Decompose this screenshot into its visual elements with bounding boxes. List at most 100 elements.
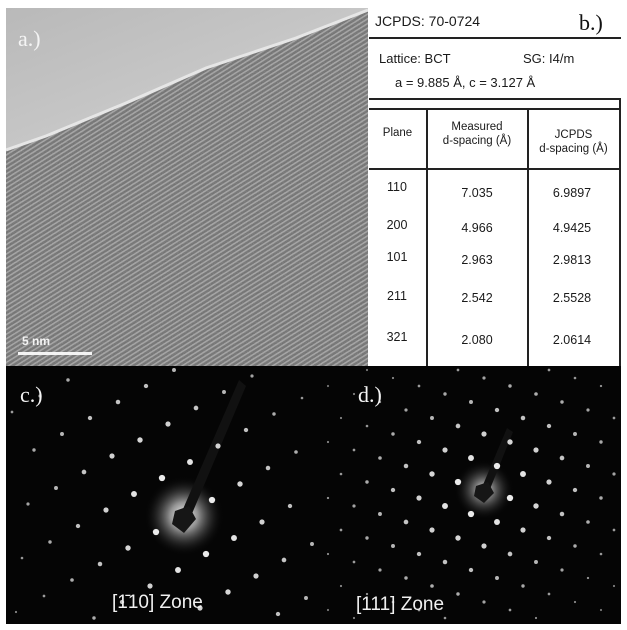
diffraction-spot xyxy=(454,478,462,486)
diffraction-spot xyxy=(92,616,96,620)
diffraction-spot xyxy=(352,392,356,396)
diffraction-spot xyxy=(586,576,590,580)
diffraction-spots xyxy=(326,368,616,620)
diffraction-spot xyxy=(612,528,616,532)
diffraction-spot xyxy=(326,552,330,556)
diffraction-spot xyxy=(38,394,42,398)
diffraction-spot xyxy=(468,455,474,461)
diffraction-spot xyxy=(456,368,460,372)
table-cell: 4.966 xyxy=(461,221,493,235)
header-line: Measured xyxy=(451,121,503,133)
table-cell: 211 xyxy=(387,289,407,303)
hrtem-image-panel: a.) 5 nm xyxy=(6,8,368,366)
diffraction-spot xyxy=(352,616,356,620)
beam-stopper-tip xyxy=(474,482,494,503)
diffraction-spot xyxy=(417,608,421,612)
table-cell: 6.9897 xyxy=(552,186,592,200)
diffraction-spot xyxy=(294,450,298,454)
diffraction-pattern-c: c.) [1̄10] Zone xyxy=(6,366,316,624)
diffraction-spot xyxy=(143,383,149,389)
scale-bar-label: 5 nm xyxy=(22,334,51,348)
diffraction-spot xyxy=(208,496,216,504)
diffraction-spot xyxy=(520,415,526,421)
diffraction-spot xyxy=(152,528,160,536)
diffraction-spot xyxy=(250,374,254,378)
diffraction-spot xyxy=(32,448,36,452)
diffraction-spot xyxy=(75,523,81,529)
table-header-jcpds: JCPDS d-spacing (Å) xyxy=(528,128,619,156)
panel-b-label: b.) xyxy=(579,10,603,35)
diffraction-spot xyxy=(599,440,603,444)
panel-c-label: c.) xyxy=(20,382,43,407)
diffraction-spot xyxy=(573,544,577,548)
diffraction-spot xyxy=(147,583,153,589)
diffraction-spot xyxy=(533,447,539,453)
diffraction-spot xyxy=(243,427,249,433)
diffraction-spot xyxy=(612,472,616,476)
table-cell: 101 xyxy=(386,250,408,264)
table-cell: 2.0614 xyxy=(552,333,592,347)
diffraction-spot xyxy=(304,596,308,600)
table-cell: 7.035 xyxy=(461,186,493,200)
diffraction-spot xyxy=(586,520,590,524)
diffraction-spot xyxy=(222,390,226,394)
table-cell: 321 xyxy=(386,330,408,344)
diffraction-spot xyxy=(300,396,304,400)
diffraction-spot xyxy=(455,535,461,541)
diffraction-spot xyxy=(310,542,314,546)
diffraction-spot xyxy=(378,512,382,516)
diffraction-spot xyxy=(115,399,121,405)
diffraction-spot xyxy=(546,423,552,429)
table-cell: 2.542 xyxy=(461,291,493,305)
diffraction-spot xyxy=(494,407,500,413)
header-line: Plane xyxy=(382,127,413,139)
diffraction-spot xyxy=(339,528,343,532)
diffraction-spot xyxy=(20,556,24,560)
diffraction-spot xyxy=(172,368,176,372)
diffraction-spot xyxy=(225,589,231,595)
diffraction-spot xyxy=(365,424,369,428)
diffraction-spot xyxy=(429,527,435,533)
table-header-measured: Measured d-spacing (Å) xyxy=(427,120,527,148)
panel-d-label: d.) xyxy=(358,382,382,407)
header-line: d-spacing (Å) xyxy=(539,143,608,155)
diffraction-spot xyxy=(60,432,64,436)
diffraction-spot xyxy=(272,412,276,416)
diffraction-spot xyxy=(352,448,356,452)
diffraction-spot xyxy=(560,568,564,572)
diffraction-spot xyxy=(365,592,369,596)
diffraction-spot xyxy=(455,423,461,429)
diffraction-spot xyxy=(416,551,422,557)
diffraction-spot xyxy=(10,410,14,414)
diffraction-spot xyxy=(533,503,539,509)
diffraction-pattern-d: d.) [111] Zone xyxy=(316,366,621,624)
diffraction-spot xyxy=(215,443,221,449)
panel-a-label: a.) xyxy=(18,26,41,51)
table-column-divider xyxy=(426,108,428,366)
diffraction-spot xyxy=(481,431,487,437)
diffraction-spot xyxy=(586,464,590,468)
diffraction-spot xyxy=(404,576,408,580)
diffraction-spot xyxy=(326,496,330,500)
diffraction-spot xyxy=(339,472,343,476)
diffraction-spot xyxy=(520,471,526,477)
diffraction-spot xyxy=(81,469,87,475)
diffraction-spot xyxy=(109,453,115,459)
diffraction-spot xyxy=(482,600,486,604)
diffraction-spot xyxy=(493,462,501,470)
diffraction-spot xyxy=(508,608,512,612)
diffraction-spot xyxy=(430,416,434,420)
table-top-border xyxy=(369,108,621,110)
diffraction-spot xyxy=(54,486,58,490)
diffraction-spot xyxy=(326,608,330,612)
diffraction-spot xyxy=(253,573,259,579)
diffraction-spot xyxy=(197,605,203,611)
diffraction-spots xyxy=(10,368,314,620)
diffraction-spot xyxy=(612,584,616,588)
diffraction-spot xyxy=(237,481,243,487)
diffraction-spot xyxy=(125,545,131,551)
diffraction-spot xyxy=(158,474,166,482)
diffraction-spot xyxy=(534,392,538,396)
beam-stopper-rod xyxy=(480,428,513,494)
diffraction-spot xyxy=(103,507,109,513)
